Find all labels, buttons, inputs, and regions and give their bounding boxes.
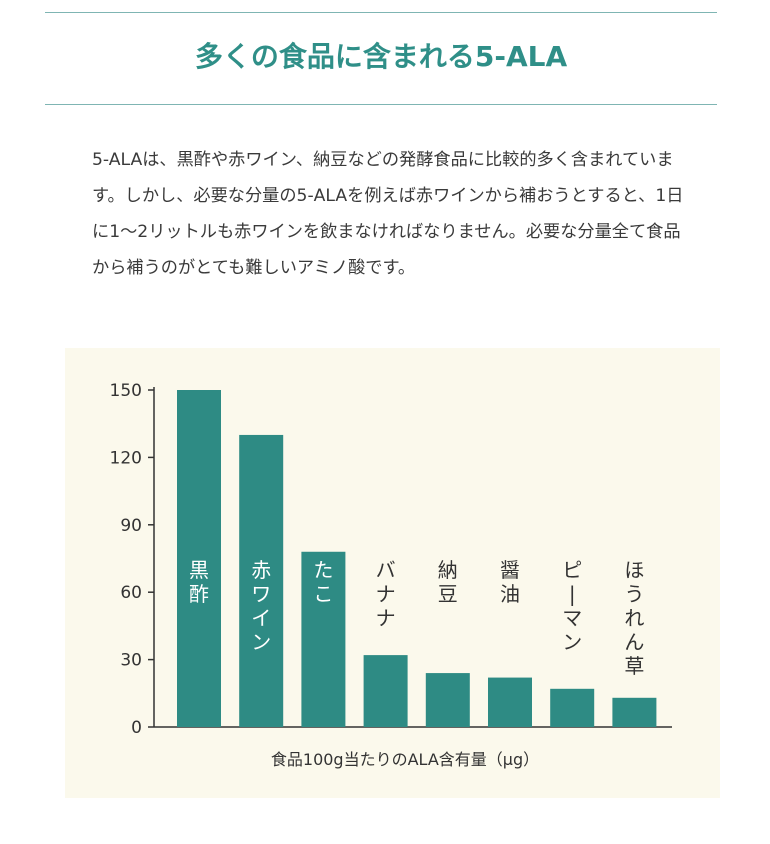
intro-paragraph: 5-ALAは、黒酢や赤ワイン、納豆などの発酵食品に比較的多く含まれています。しか… <box>92 150 684 278</box>
category-label: 赤ワイン <box>251 558 271 654</box>
chart-panel: 0 30 60 90 120 150 黒酢 赤ワイン たこ バナナ 納豆 醤油 ピ|マン ほうれん草食品1… <box>65 348 720 798</box>
y-tick-label: 120 <box>110 448 142 468</box>
category-label: 醤油 <box>500 558 520 606</box>
y-tick-label: 90 <box>120 516 142 536</box>
bar <box>612 697 657 727</box>
x-axis-label: 食品100g当たりのALA含有量（μg） <box>271 750 539 769</box>
category-label: 納豆 <box>438 558 458 606</box>
y-tick-label: 60 <box>120 583 142 603</box>
y-tick-label: 0 <box>131 718 142 738</box>
top-divider <box>45 12 717 13</box>
y-tick-label: 30 <box>120 651 142 671</box>
category-label: たこ <box>313 558 333 606</box>
bar <box>550 688 595 727</box>
page-title: 多くの食品に含まれる5-ALA <box>194 40 568 73</box>
category-label: 黒酢 <box>189 558 209 606</box>
bar <box>239 434 284 727</box>
bar <box>301 551 346 727</box>
category-label: バナナ <box>376 558 396 630</box>
bar <box>488 677 532 727</box>
bottom-divider <box>45 104 717 105</box>
bar <box>363 655 408 727</box>
bar <box>177 390 221 727</box>
category-label: ほうれん草 <box>624 558 644 678</box>
y-tick-label: 150 <box>110 381 142 401</box>
category-label: ピ|マン <box>562 558 582 654</box>
bar <box>425 673 470 727</box>
